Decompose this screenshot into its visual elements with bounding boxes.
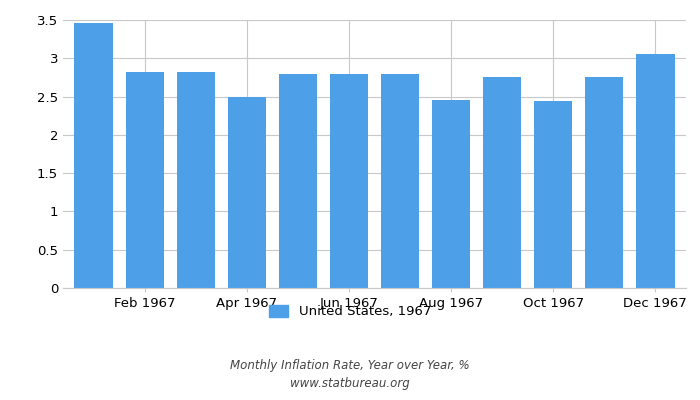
Bar: [585, 78, 624, 288]
Bar: [432, 100, 470, 288]
Bar: [636, 54, 675, 288]
Bar: [125, 72, 164, 288]
Bar: [381, 74, 419, 288]
Bar: [74, 23, 113, 288]
Bar: [483, 77, 522, 288]
Legend: United States, 1967: United States, 1967: [263, 300, 437, 324]
Bar: [228, 97, 266, 288]
Bar: [279, 74, 317, 288]
Bar: [330, 74, 368, 288]
Text: Monthly Inflation Rate, Year over Year, %: Monthly Inflation Rate, Year over Year, …: [230, 360, 470, 372]
Bar: [176, 72, 215, 288]
Text: www.statbureau.org: www.statbureau.org: [290, 377, 410, 390]
Bar: [534, 101, 573, 288]
